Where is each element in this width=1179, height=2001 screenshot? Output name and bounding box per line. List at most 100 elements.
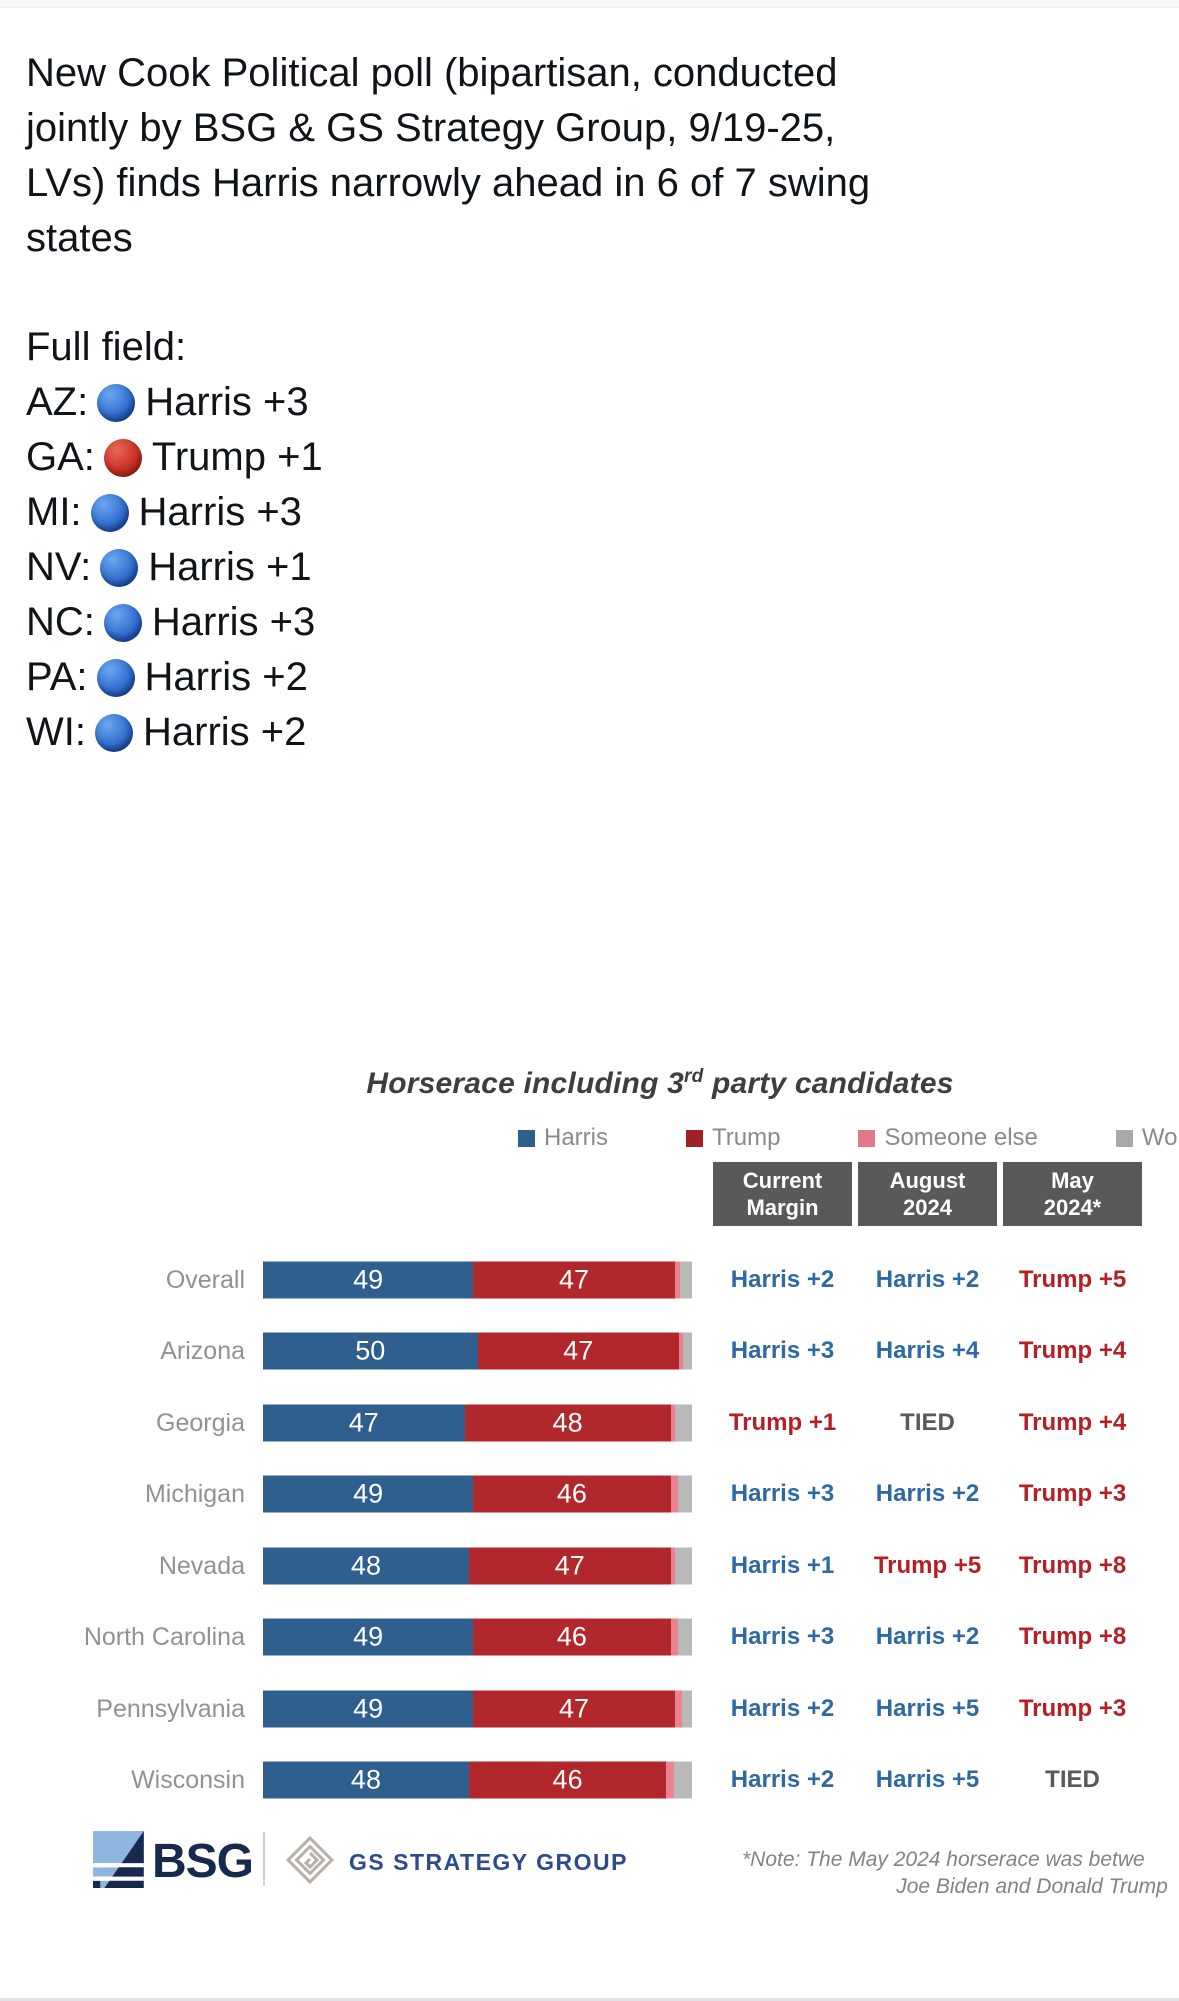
legend-label: Trump [712, 1124, 781, 1151]
someone-else-bar-segment [674, 1261, 681, 1299]
chart-row-pennsylvania: Pennsylvania 49 47 Harris +2 Harris +5 T… [0, 1673, 1179, 1744]
top-divider [0, 0, 1179, 8]
wont-vote-bar-segment [680, 1261, 692, 1299]
legend-label: Harris [544, 1124, 608, 1151]
harris-bar-segment: 49 [263, 1475, 474, 1513]
blue-circle-icon [103, 603, 142, 642]
post-text-line: New Cook Political poll (bipartisan, con… [26, 51, 838, 95]
wont-vote-swatch-icon [1115, 1129, 1133, 1147]
harris-bar-segment: 48 [263, 1761, 469, 1799]
state-label: WI: [26, 710, 86, 754]
full-field-label: Full field: [26, 325, 187, 369]
chart-title-text: party candidates [703, 1067, 954, 1100]
trump-bar-segment: 46 [473, 1618, 671, 1656]
someone-else-bar-segment [670, 1404, 675, 1442]
row-label: Overall [165, 1266, 245, 1294]
list-item: WI: Harris +2 [26, 705, 323, 760]
wont-vote-bar-segment [681, 1690, 692, 1728]
header-line: 2024* [1043, 1195, 1102, 1220]
wont-vote-bar-segment [673, 1761, 692, 1799]
list-item: AZ: Harris +3 [26, 375, 323, 430]
harris-bar-segment: 48 [263, 1547, 469, 1585]
august-2024-value: Harris +5 [875, 1766, 980, 1793]
chart-title-text: Horserace including 3 [366, 1067, 685, 1100]
current-margin-value: Harris +2 [730, 1766, 835, 1793]
trump-bar-segment: 47 [473, 1261, 675, 1299]
legend-label: Wo [1141, 1124, 1178, 1151]
wont-vote-bar-segment [683, 1332, 692, 1370]
chart-title-superscript: rd [684, 1066, 704, 1087]
chart-legend: Harris Trump Someone else Wo [518, 1124, 1179, 1152]
footnote-line: *Note: The May 2024 horserace was betwe [742, 1848, 1145, 1871]
list-item: NV: Harris +1 [26, 540, 323, 595]
august-2024-value: Harris +2 [875, 1480, 980, 1508]
state-label: MI: [26, 490, 82, 534]
gs-diamond-icon [285, 1835, 335, 1889]
row-label: Michigan [144, 1480, 245, 1509]
blue-circle-icon [96, 658, 135, 697]
current-margin-value: Trump +1 [728, 1408, 837, 1436]
harris-bar-segment: 49 [263, 1261, 474, 1299]
bsg-logo-icon [92, 1830, 150, 1893]
header-line: August [889, 1168, 966, 1193]
stacked-bar: 48 46 [263, 1761, 692, 1799]
current-margin-value: Harris +3 [730, 1480, 835, 1508]
state-label: NC: [26, 600, 95, 644]
wont-vote-bar-segment [678, 1618, 692, 1656]
may-2024-value: Trump +3 [1018, 1480, 1127, 1508]
current-margin-value: Harris +1 [730, 1551, 835, 1579]
current-margin-value: Harris +2 [730, 1694, 835, 1722]
stacked-bar: 49 46 [263, 1618, 692, 1656]
chart-title: Horserace including 3rd party candidates [0, 1066, 1179, 1101]
may-2024-value: Trump +5 [1018, 1266, 1127, 1293]
someone-else-bar-segment [670, 1618, 679, 1656]
trump-bar-segment: 46 [468, 1761, 667, 1799]
stacked-bar: 47 48 [263, 1404, 692, 1442]
wont-vote-bar-segment [674, 1547, 692, 1585]
harris-bar-segment: 49 [263, 1690, 474, 1728]
poll-result: Harris +1 [148, 545, 312, 589]
trump-bar-segment: 48 [464, 1404, 671, 1442]
chart-row-georgia: Georgia 47 48 Trump +1 TIED Trump +4 [0, 1387, 1179, 1458]
chart-row-arizona: Arizona 50 47 Harris +3 Harris +4 Trump … [0, 1316, 1179, 1387]
list-item: PA: Harris +2 [26, 650, 323, 705]
august-2024-value: Harris +4 [875, 1337, 980, 1365]
may-2024-value: Trump +3 [1018, 1694, 1127, 1722]
full-field-list: Full field: AZ: Harris +3 GA: Trump +1 M… [26, 320, 323, 760]
someone-else-bar-segment [666, 1761, 674, 1799]
stacked-bar: 48 47 [263, 1547, 692, 1585]
poll-result: Harris +3 [138, 490, 302, 534]
post-text-line: LVs) finds Harris narrowly ahead in 6 of… [26, 161, 871, 205]
legend-item-wont-vote: Wo [1115, 1124, 1178, 1152]
legend-label: Someone else [884, 1124, 1038, 1151]
row-label: North Carolina [83, 1623, 245, 1652]
current-margin-value: Harris +3 [730, 1623, 835, 1651]
blue-circle-icon [100, 548, 139, 587]
post-text-line: states [26, 216, 133, 260]
august-2024-value: Harris +5 [875, 1694, 980, 1722]
harris-bar-segment: 49 [263, 1618, 474, 1656]
bsg-logo: BSG [92, 1830, 254, 1893]
post-text-line: jointly by BSG & GS Strategy Group, 9/19… [26, 106, 836, 150]
poll-result: Harris +2 [144, 655, 308, 699]
august-2024-value: Trump +5 [873, 1551, 982, 1579]
post-text: New Cook Political poll (bipartisan, con… [26, 46, 870, 266]
gs-strategy-group-logo: GS STRATEGY GROUP [285, 1835, 628, 1889]
legend-item-someone-else: Someone else [858, 1124, 1038, 1152]
august-2024-value: Harris +2 [875, 1623, 980, 1651]
harris-bar-segment: 47 [263, 1404, 465, 1442]
state-label: PA: [26, 655, 88, 699]
legend-item-trump: Trump [686, 1124, 780, 1152]
row-label: Nevada [158, 1551, 245, 1580]
someone-else-swatch-icon [858, 1129, 876, 1147]
poll-result: Harris +3 [151, 600, 316, 644]
state-label: NV: [26, 545, 92, 589]
may-2024-value: TIED [1045, 1766, 1100, 1793]
chart-row-nevada: Nevada 48 47 Harris +1 Trump +5 Trump +8 [0, 1530, 1179, 1601]
logo-divider [263, 1832, 265, 1886]
column-header-may-2024: May 2024* [1003, 1162, 1142, 1226]
trump-bar-segment: 47 [468, 1547, 671, 1585]
header-line: Margin [746, 1195, 819, 1220]
horserace-chart: Horserace including 3rd party candidates… [0, 1040, 1179, 1860]
